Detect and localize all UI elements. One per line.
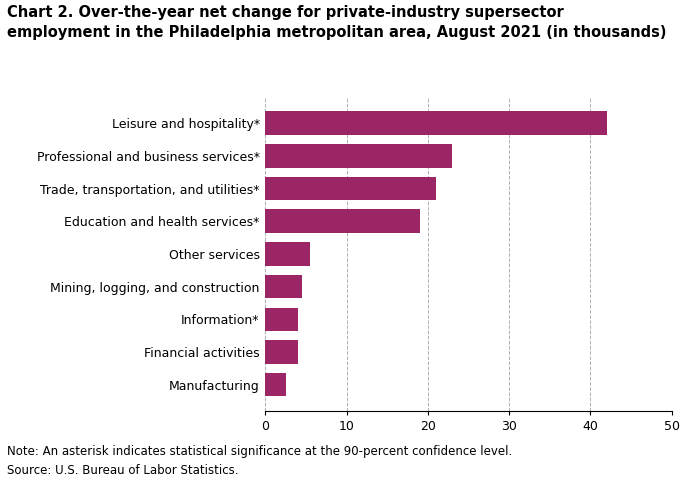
Bar	[265, 242, 310, 266]
Bar	[265, 177, 436, 200]
Bar	[265, 373, 285, 397]
Text: Note: An asterisk indicates statistical significance at the 90-percent confidenc: Note: An asterisk indicates statistical …	[7, 445, 512, 458]
Bar	[265, 308, 298, 331]
Bar	[265, 209, 420, 233]
Bar	[265, 144, 452, 168]
Bar	[265, 275, 302, 298]
Text: Source: U.S. Bureau of Labor Statistics.: Source: U.S. Bureau of Labor Statistics.	[7, 464, 238, 477]
Bar	[265, 340, 298, 364]
Text: Chart 2. Over-the-year net change for private-industry supersector
employment in: Chart 2. Over-the-year net change for pr…	[7, 5, 666, 40]
Bar	[265, 111, 607, 135]
